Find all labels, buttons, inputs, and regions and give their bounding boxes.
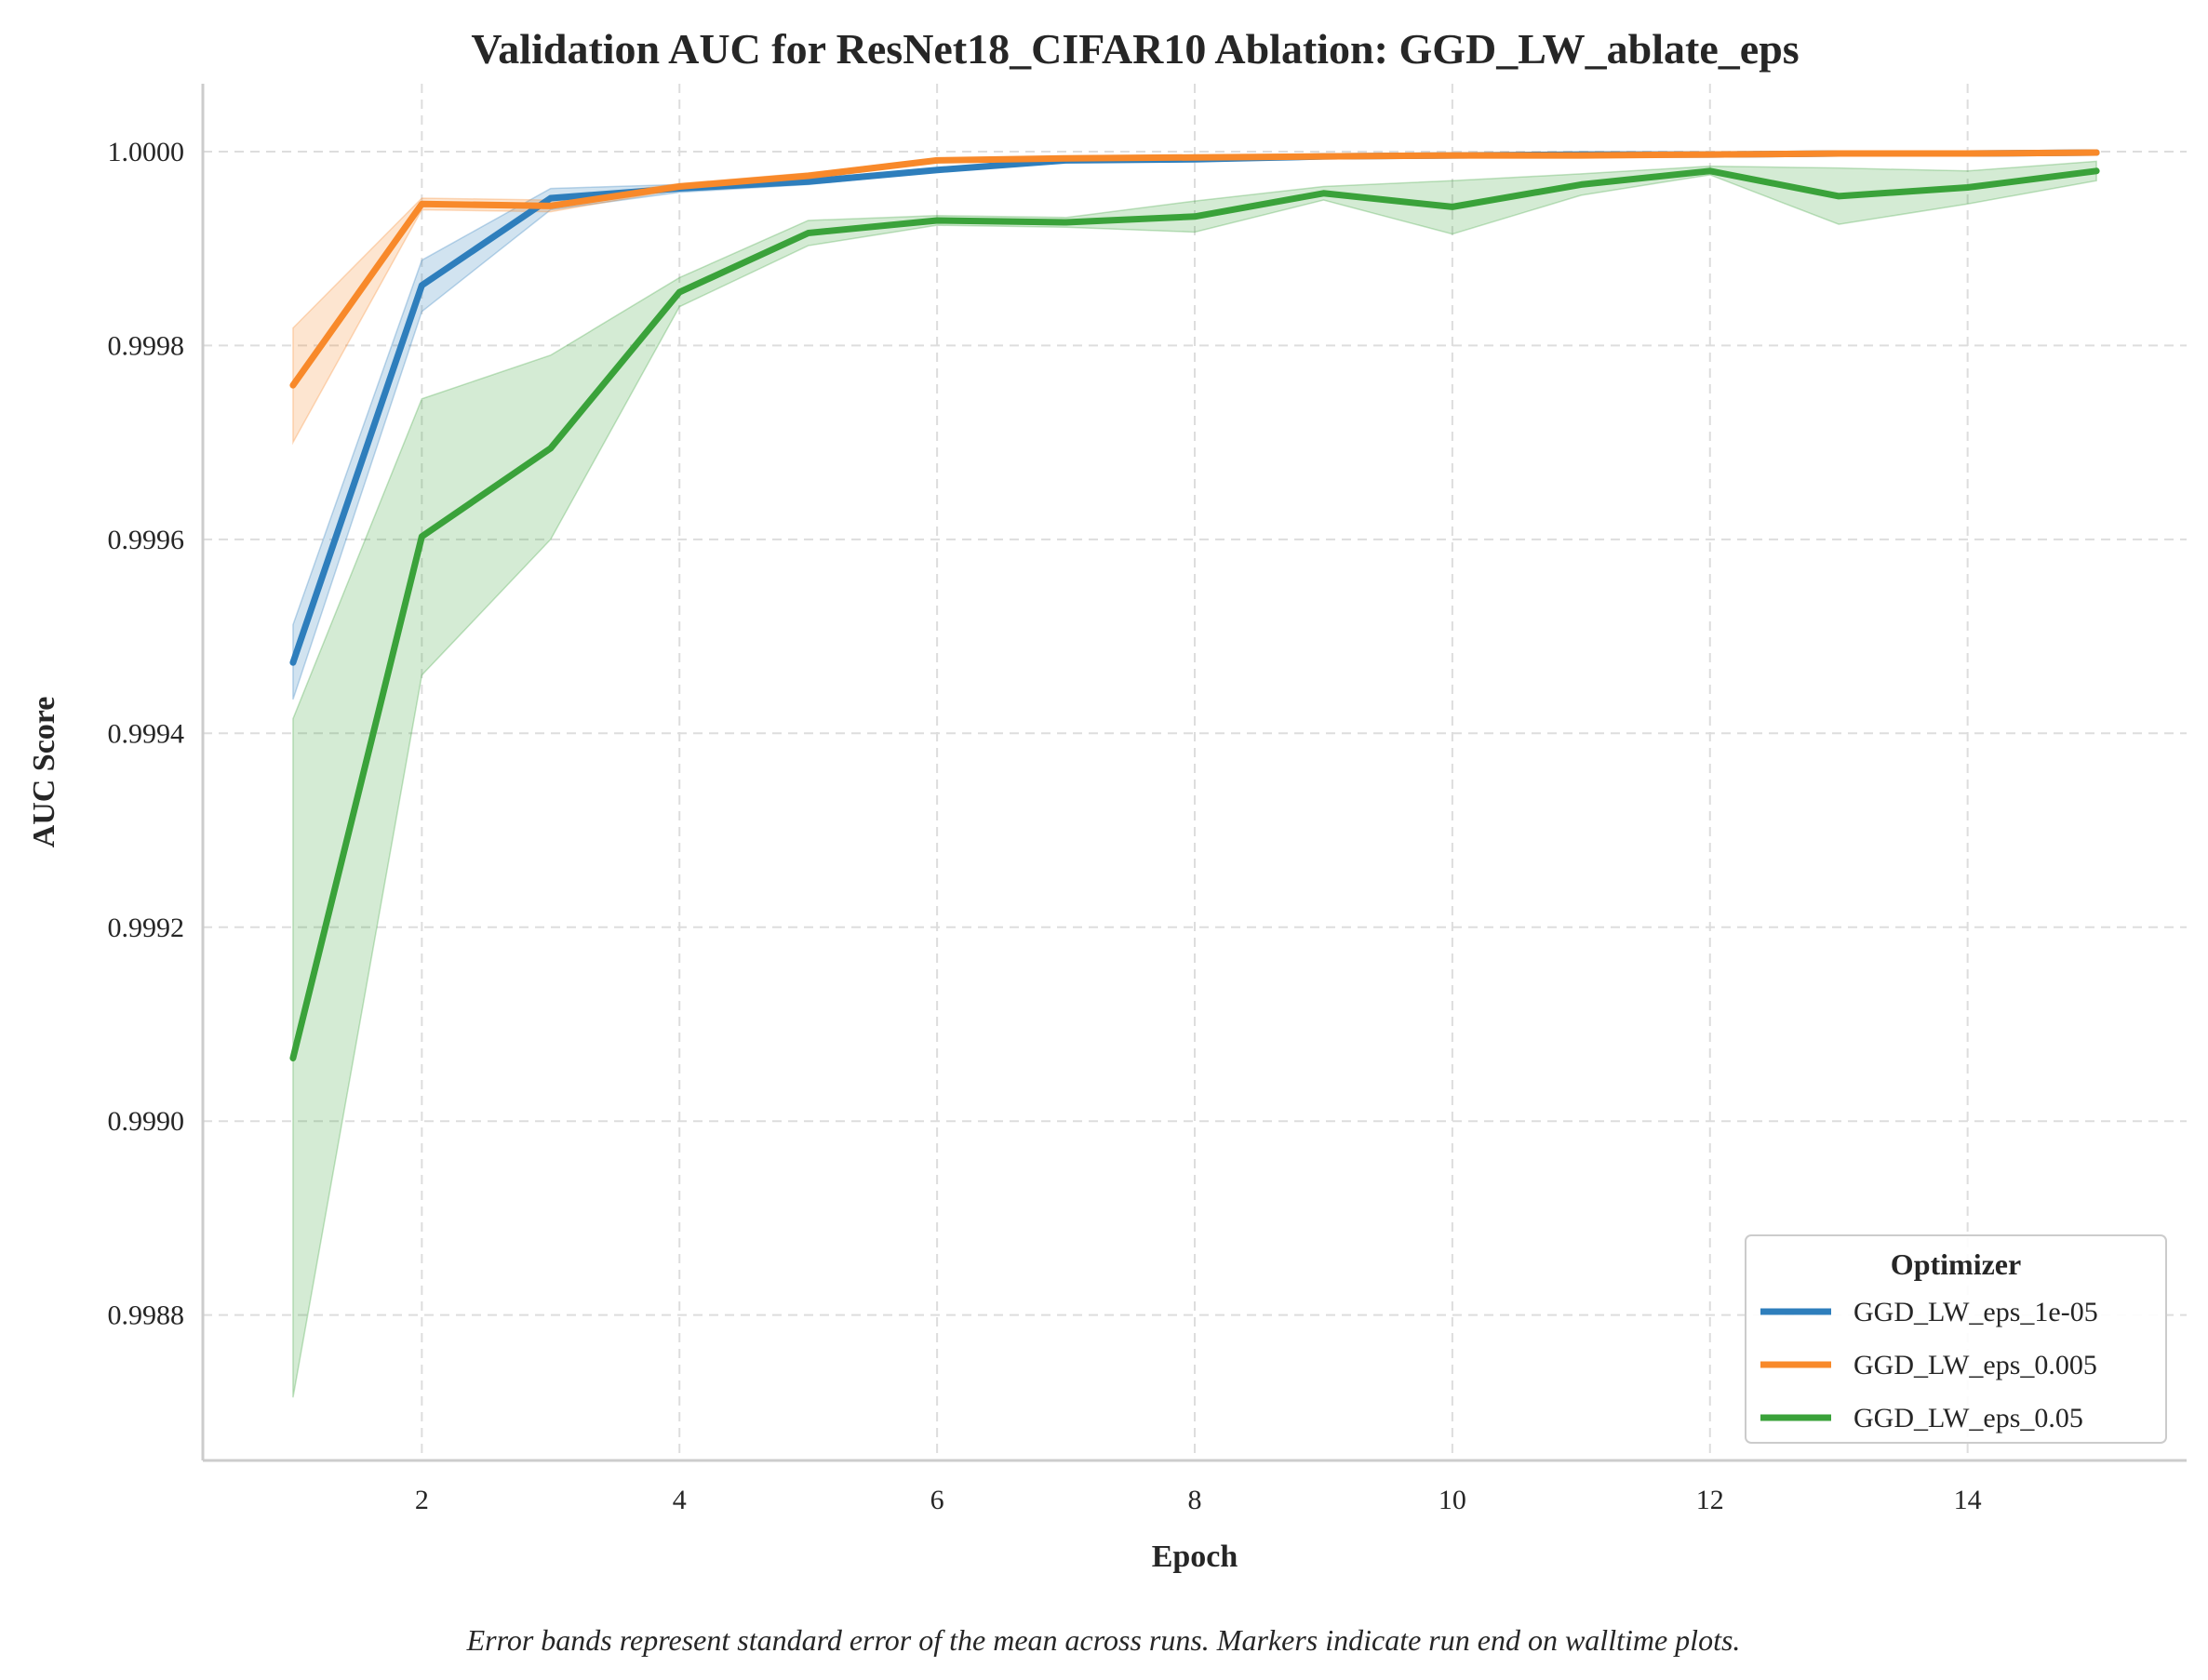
series-line-2: [289, 149, 2100, 389]
y-tick-label: 0.9994: [108, 718, 185, 749]
legend-box: [1745, 1234, 2167, 1444]
x-tick-label: 6: [930, 1485, 944, 1515]
x-tick-label: 2: [415, 1485, 429, 1515]
error-band-3: [292, 160, 2097, 1398]
series-lines: [289, 149, 2100, 1061]
x-tick-labels: 2 4 6 8 10 12 14: [415, 1485, 1982, 1515]
y-axis-label: AUC Score: [27, 697, 61, 848]
y-tick-label: 0.9988: [108, 1300, 185, 1331]
chart-title: Validation AUC for ResNet18_CIFAR10 Abla…: [471, 25, 1799, 73]
legend-label-1: GGD_LW_eps_1e-05: [1853, 1297, 2098, 1327]
legend: Optimizer GGD_LW_eps_1e-05 GGD_LW_eps_0.0…: [1745, 1234, 2167, 1444]
axes: [201, 84, 2187, 1462]
y-tick-label: 0.9992: [108, 913, 185, 943]
x-tick-label: 8: [1188, 1485, 1202, 1515]
legend-label-3: GGD_LW_eps_0.05: [1853, 1403, 2083, 1433]
legend-label-2: GGD_LW_eps_0.005: [1853, 1350, 2097, 1380]
x-tick-label: 12: [1696, 1485, 1724, 1515]
series-line-3: [289, 167, 2100, 1061]
legend-title: Optimizer: [1891, 1247, 2021, 1281]
y-tick-label: 0.9998: [108, 330, 185, 361]
x-tick-label: 14: [1954, 1485, 1982, 1515]
x-axis-label: Epoch: [1152, 1540, 1238, 1574]
legend-items: GGD_LW_eps_1e-05 GGD_LW_eps_0.005 GGD_LW_e…: [1760, 1297, 2098, 1433]
x-tick-label: 10: [1439, 1485, 1466, 1515]
y-tick-label: 0.9996: [108, 525, 185, 555]
chart-caption: Error bands represent standard error of …: [466, 1623, 1741, 1657]
y-tick-label: 1.0000: [108, 137, 185, 167]
x-tick-label: 4: [673, 1485, 687, 1515]
y-tick-labels: 0.9988 0.9990 0.9992 0.9994 0.9996 0.9998 1.00…: [108, 137, 185, 1331]
y-tick-label: 0.9990: [108, 1106, 185, 1137]
